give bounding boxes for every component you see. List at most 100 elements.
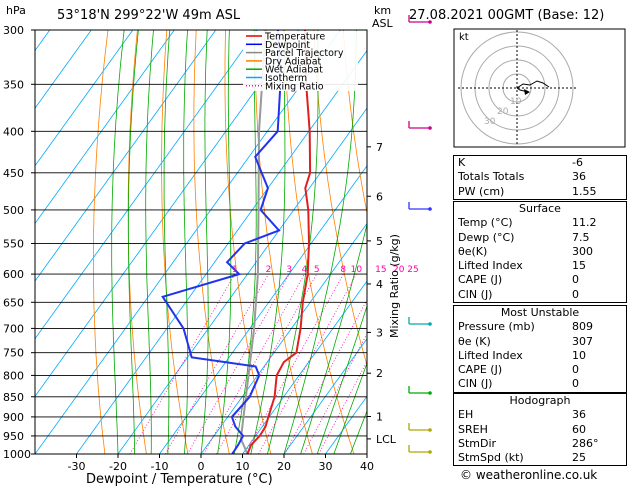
hodo-row: StmDir 286° bbox=[458, 436, 599, 450]
wind-barb-dot bbox=[428, 391, 432, 395]
wet-adiabat bbox=[163, 30, 171, 454]
temperature-tick-label: 20 bbox=[277, 460, 291, 473]
temperature-axis: -30 -20 -10 0 10 20 30 40 bbox=[68, 454, 374, 473]
mixing-ratio-label: 5 bbox=[314, 265, 320, 275]
dry-adiabat bbox=[342, 30, 367, 215]
km-tick-label: 4 bbox=[376, 278, 383, 291]
isotherm-line bbox=[35, 30, 258, 340]
mixing-ratio-label: 8 bbox=[340, 265, 346, 275]
pressure-tick-label: 350 bbox=[3, 78, 24, 91]
pressure-tick-label: 700 bbox=[3, 322, 24, 335]
isotherm-line bbox=[159, 165, 367, 454]
wet-adiabat bbox=[145, 30, 154, 454]
isotherm-line bbox=[283, 338, 367, 454]
mixing-ratio-line bbox=[258, 273, 357, 454]
legend-entry: Temperature bbox=[264, 32, 325, 43]
temperature-tick-label: 0 bbox=[198, 460, 205, 473]
pressure-tick-label: 400 bbox=[3, 125, 24, 138]
legend-entry: Mixing Ratio bbox=[265, 81, 324, 92]
isotherm-line bbox=[35, 30, 92, 109]
temperature-line bbox=[246, 30, 312, 454]
temperature-tick-label: -30 bbox=[68, 460, 86, 473]
pressure-tick-label: 550 bbox=[3, 237, 24, 250]
isotherm-line bbox=[35, 30, 300, 398]
hodograph-ring-label: 30 bbox=[484, 117, 496, 127]
date-header: 27.08.2021 00GMT (Base: 12) bbox=[409, 8, 605, 23]
mixing-ratio-labels: 1 2 3 4 5 8 10 15 20 25 bbox=[232, 265, 419, 275]
km-tick-label: 5 bbox=[376, 235, 383, 248]
location-label: 53°18'N 299°22'W 49m ASL bbox=[57, 8, 241, 23]
mu-row: CAPE (J) 0 bbox=[458, 363, 579, 377]
wet-adiabat bbox=[300, 222, 367, 454]
hodograph-ring-label: 20 bbox=[497, 107, 509, 117]
mixing-ratio-line bbox=[216, 273, 318, 454]
surface-row: Temp (°C) 11.2 bbox=[458, 216, 597, 230]
legend-entry: Isotherm bbox=[265, 73, 307, 84]
pressure-tick-label: 850 bbox=[3, 391, 24, 404]
wet-adiabat bbox=[333, 362, 367, 454]
temperature-tick-label: -10 bbox=[151, 460, 169, 473]
hodograph-kt-label: kt bbox=[459, 32, 469, 43]
profiles bbox=[161, 30, 312, 454]
surface-row: CAPE (J) 0 bbox=[458, 273, 579, 287]
wind-barb-dot bbox=[428, 207, 432, 211]
pressure-tick-label: 1000 bbox=[3, 448, 31, 461]
hodograph: kt 10 20 30 bbox=[453, 28, 626, 148]
indices-table: K -6 Totals Totals 36 PW (cm) 1.55 bbox=[453, 155, 627, 200]
hodograph-table: Hodograph EH 36 SREH 60 StmDir 286° StmSpd … bbox=[453, 393, 627, 467]
mixing-ratio-line bbox=[318, 360, 367, 454]
km-tick-label: 3 bbox=[376, 326, 383, 339]
isotherm-line bbox=[35, 30, 175, 225]
hodo-row: StmSpd (kt) 25 bbox=[458, 451, 586, 465]
asl-label: ASL bbox=[372, 17, 394, 30]
legend-entry: Parcel Trajectory bbox=[265, 48, 344, 59]
mixing-ratio-label: 1 bbox=[232, 265, 238, 275]
footer-credit: © weatheronline.co.uk bbox=[460, 468, 598, 482]
temperature-tick-label: 10 bbox=[236, 460, 250, 473]
wind-barb-dot bbox=[428, 322, 432, 326]
km-tick-label: 2 bbox=[376, 367, 383, 380]
hodo-row: SREH 60 bbox=[458, 422, 586, 436]
mixing-ratio-label: 4 bbox=[302, 265, 308, 275]
surface-table: Surface Temp (°C) 11.2 Dewp (°C) 7.5 θe(K)… bbox=[453, 201, 627, 304]
background-lines bbox=[35, 30, 367, 454]
km-label: km bbox=[374, 4, 391, 17]
temperature-tick-label: -20 bbox=[109, 460, 127, 473]
parcel-trajectory-line bbox=[239, 30, 267, 454]
hodo-row: EH 36 bbox=[458, 408, 586, 422]
plot-frame bbox=[34, 29, 368, 455]
wind-barb-dot bbox=[428, 428, 432, 432]
temperature-tick-label: 40 bbox=[360, 460, 374, 473]
km-tick-label: 1 bbox=[376, 411, 383, 424]
most-unstable-title: Most Unstable bbox=[500, 306, 580, 319]
legend-entry: Wet Adiabat bbox=[265, 65, 323, 76]
wet-adiabat bbox=[316, 304, 367, 454]
hodograph-ring-label: 10 bbox=[510, 97, 522, 107]
hodograph-title: Hodograph bbox=[509, 394, 571, 407]
mixing-ratio-label: 20 bbox=[393, 265, 405, 275]
pressure-tick-label: 300 bbox=[3, 24, 24, 37]
pressure-tick-label: 500 bbox=[3, 204, 24, 217]
mixing-ratio-line bbox=[303, 332, 367, 454]
hodograph-trace bbox=[516, 80, 550, 89]
legend-background bbox=[243, 31, 358, 91]
wet-adiabat bbox=[200, 30, 209, 454]
mixing-ratio-line bbox=[284, 298, 367, 454]
wind-barbs bbox=[408, 15, 432, 454]
mixing-ratio-line bbox=[244, 273, 344, 454]
wet-adiabat bbox=[127, 30, 139, 454]
isotherm-line bbox=[35, 30, 341, 454]
mu-row: CIN (J) 0 bbox=[458, 377, 579, 391]
isotherm-line bbox=[76, 49, 367, 454]
surface-row: θe(K) 300 bbox=[458, 244, 593, 258]
index-row: K -6 bbox=[458, 156, 583, 169]
km-axis: 7 6 5 4 3 2 1 LCL bbox=[367, 141, 397, 446]
mu-row: Lifted Index 10 bbox=[458, 348, 586, 362]
isotherm-line bbox=[35, 30, 217, 282]
most-unstable-table: Most Unstable Pressure (mb) 809 θe (K) 307… bbox=[453, 305, 627, 393]
surface-row: CIN (J) 0 bbox=[458, 287, 579, 301]
km-tick-label: LCL bbox=[376, 433, 397, 446]
pressure-tick-label: 900 bbox=[3, 411, 24, 424]
dry-adiabat bbox=[93, 30, 109, 454]
